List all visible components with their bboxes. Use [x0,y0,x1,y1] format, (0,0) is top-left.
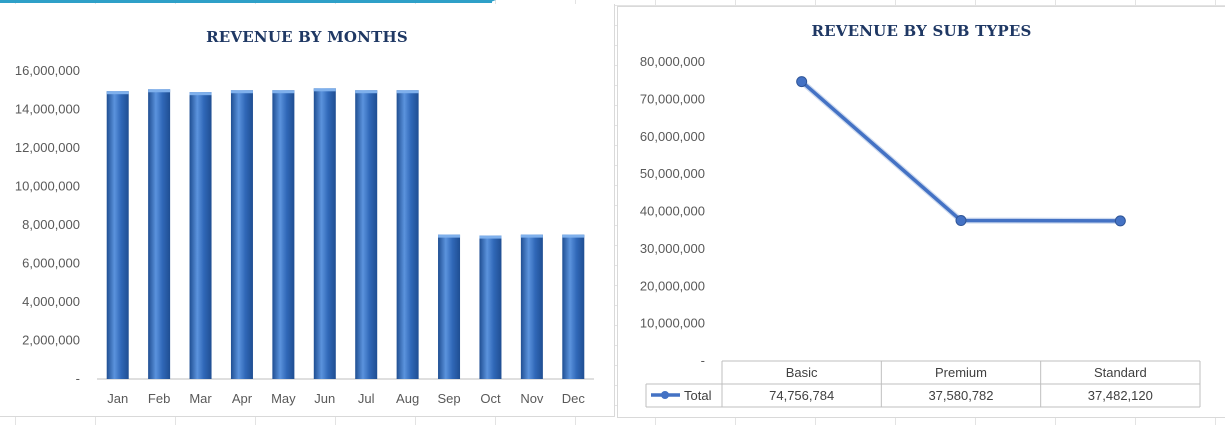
y-tick-label: 30,000,000 [640,241,705,256]
x-tick-label: Nov [520,391,544,406]
y-tick-label: 8,000,000 [22,217,80,232]
bar-top-highlight [562,234,585,238]
x-tick-label: Mar [189,391,212,406]
table-value-label: 37,580,782 [928,388,993,403]
x-tick-label: Aug [396,391,419,406]
x-tick-label: Feb [148,391,170,406]
bar-mar[interactable] [189,92,212,380]
table-category-label: Standard [1094,365,1147,380]
x-tick-label: Jun [314,391,335,406]
y-tick-label: 12,000,000 [15,140,80,155]
series-line-total[interactable] [800,80,1121,223]
x-tick-label: Apr [232,391,253,406]
bar-sep[interactable] [438,234,461,379]
x-tick-label: Jul [358,391,375,406]
data-point-basic[interactable] [796,76,808,88]
x-tick-label: Oct [480,391,501,406]
y-tick-label: 2,000,000 [22,333,80,348]
y-tick-label: 4,000,000 [22,294,80,309]
bar-jun[interactable] [313,88,336,379]
bar-feb[interactable] [148,89,171,379]
y-tick-label: 60,000,000 [640,129,705,144]
y-tick-label: 10,000,000 [15,179,80,194]
bar-may[interactable] [272,90,295,379]
x-tick-label: Dec [562,391,586,406]
y-tick-label: 50,000,000 [640,166,705,181]
bar-oct[interactable] [479,235,502,379]
y-tick-label: 80,000,000 [640,54,705,69]
bar-chart-svg: - 2,000,000 4,000,000 6,000,000 8,000,000 10,… [15,63,594,406]
data-point-premium[interactable] [955,215,967,227]
line-chart-svg: - 10,000,000 20,000,000 30,000,000 40,000,00… [640,54,1201,408]
bar-apr[interactable] [230,90,253,379]
bar-dec[interactable] [562,234,585,379]
bar-jan[interactable] [106,91,129,380]
bar-top-highlight [396,90,419,94]
data-point-standard[interactable] [1114,215,1126,227]
y-tick-label: 70,000,000 [640,91,705,106]
y-tick-label: 6,000,000 [22,256,80,271]
y-tick-label: 10,000,000 [640,316,705,331]
legend-series-name: Total [684,388,712,403]
x-tick-label: May [271,391,296,406]
bar-top-highlight [355,90,378,94]
y-tick-label: 40,000,000 [640,204,705,219]
bar-top-highlight [313,88,336,92]
y-tick-label: - [76,371,80,386]
bar-nov[interactable] [520,234,543,379]
revenue-by-months-chart[interactable]: REVENUE BY MONTHS - 2,000,000 4,000,000 6,0… [0,4,615,417]
bar-jul[interactable] [355,90,378,379]
x-tick-label: Jan [107,391,128,406]
table-category-label: Basic [786,365,818,380]
x-tick-label: Sep [437,391,460,406]
bar-top-highlight [438,234,461,238]
legend-marker-key [661,391,669,399]
worksheet-accent-strip-cap [488,0,496,3]
bar-top-highlight [479,235,502,239]
bar-top-highlight [148,89,171,93]
table-category-label: Premium [935,365,987,380]
y-tick-label: 14,000,000 [15,102,80,117]
chart-title-months: REVENUE BY MONTHS [206,28,408,46]
worksheet-accent-strip [0,0,492,3]
bar-top-highlight [520,234,543,238]
bar-top-highlight [106,91,129,95]
bar-top-highlight [189,92,212,96]
chart-title-subtypes: REVENUE BY SUB TYPES [811,22,1032,40]
bar-aug[interactable] [396,90,419,379]
bar-top-highlight [272,90,295,94]
table-value-label: 37,482,120 [1088,388,1153,403]
y-tick-label: 16,000,000 [15,63,80,78]
series-line-shadow [799,79,1121,224]
table-value-label: 74,756,784 [769,388,834,403]
bar-top-highlight [230,90,253,94]
y-tick-label: - [701,353,705,368]
revenue-by-sub-types-chart[interactable]: REVENUE BY SUB TYPES - 10,000,000 20,000,0… [617,6,1225,418]
y-tick-label: 20,000,000 [640,278,705,293]
